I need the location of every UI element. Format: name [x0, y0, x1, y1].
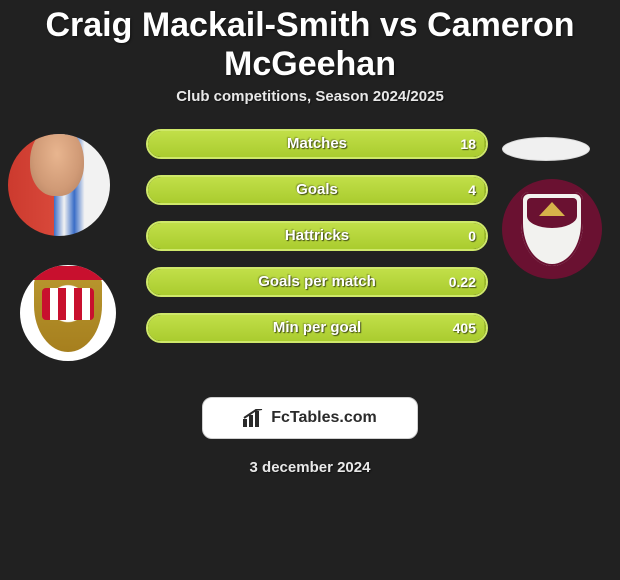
northampton-crest-icon: [521, 192, 583, 266]
page-title: Craig Mackail-Smith vs Cameron McGeehan: [8, 0, 612, 88]
stat-bar: Hattricks0: [146, 221, 488, 251]
stat-bar-value-right: 405: [453, 315, 476, 341]
brand-pill[interactable]: FcTables.com: [202, 397, 418, 439]
club-right-badge: [502, 179, 602, 279]
stat-bars: Matches18 Goals4 Hattricks0 Goals per match…: [146, 129, 488, 359]
stat-bar-label: Goals per match: [148, 269, 486, 295]
stat-bar-label: Hattricks: [148, 223, 486, 249]
footer-date: 3 december 2024: [8, 459, 612, 476]
stat-bar-label: Matches: [148, 131, 486, 157]
stevenage-crest-icon: [34, 274, 102, 352]
stat-bar-label: Min per goal: [148, 315, 486, 341]
comparison-panel: Matches18 Goals4 Hattricks0 Goals per match…: [8, 129, 612, 389]
stat-bar-value-right: 18: [460, 131, 476, 157]
player-right-avatar: [502, 137, 590, 161]
stat-bar-value-right: 0.22: [449, 269, 476, 295]
stat-bar-label: Goals: [148, 177, 486, 203]
stat-bar: Matches18: [146, 129, 488, 159]
brand-bars-icon: [243, 409, 265, 427]
stat-bar: Goals per match0.22: [146, 267, 488, 297]
club-left-badge: [20, 265, 116, 361]
stat-bar: Min per goal405: [146, 313, 488, 343]
player-left-avatar: [8, 134, 110, 236]
stat-bar-value-right: 0: [468, 223, 476, 249]
stat-bar: Goals4: [146, 175, 488, 205]
brand-text: FcTables.com: [271, 409, 377, 427]
stat-bar-value-right: 4: [468, 177, 476, 203]
page-subtitle: Club competitions, Season 2024/2025: [8, 88, 612, 129]
